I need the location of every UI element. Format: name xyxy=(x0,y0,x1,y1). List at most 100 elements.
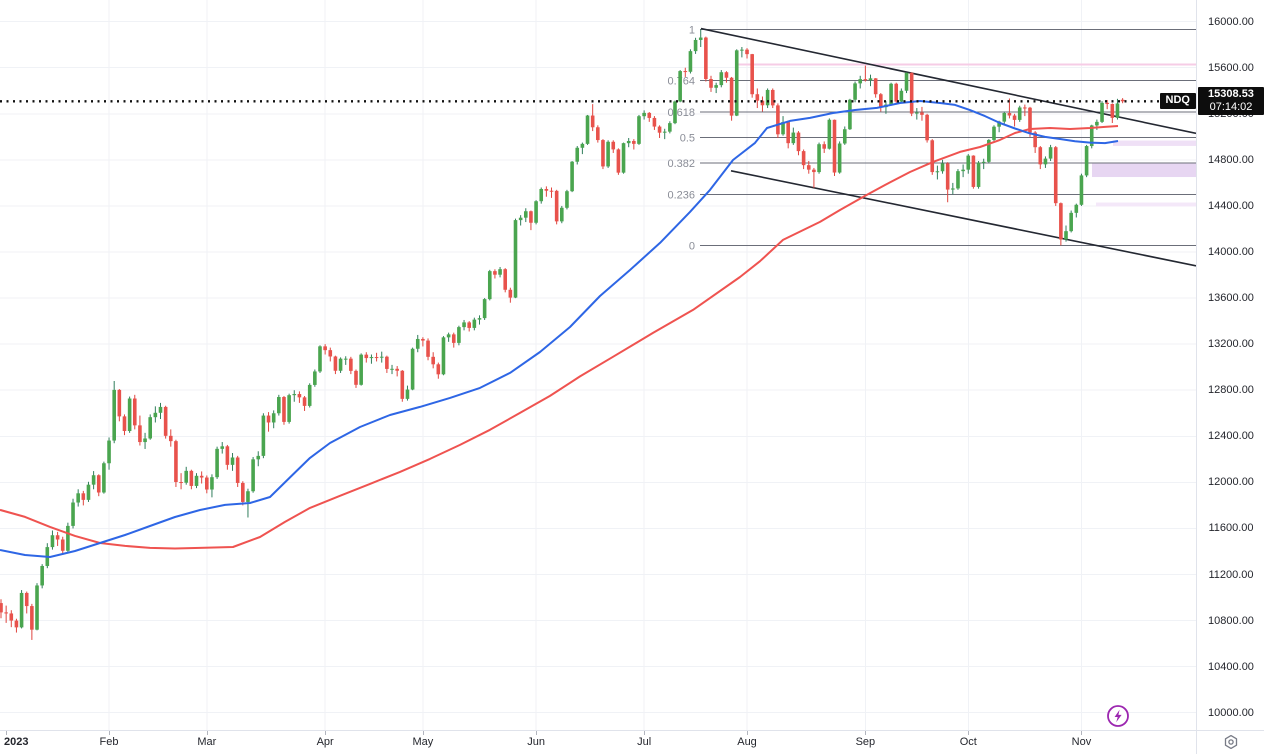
lightning-button[interactable] xyxy=(1107,705,1129,727)
candle-body xyxy=(1105,102,1109,105)
candle-body xyxy=(868,78,873,81)
candle-body xyxy=(740,49,744,51)
candle-body xyxy=(1110,104,1115,118)
candle-body xyxy=(786,122,790,144)
time-axis-tick xyxy=(422,731,424,735)
price-axis-label: 14000.00 xyxy=(1208,246,1254,258)
candle-body xyxy=(400,370,405,399)
candle-body xyxy=(1100,102,1104,122)
candle-body xyxy=(230,457,235,465)
candle-body xyxy=(523,211,528,218)
candle-body xyxy=(487,271,492,300)
time-axis-tick xyxy=(865,731,867,735)
candle-body xyxy=(395,368,399,371)
candle-body xyxy=(858,79,863,84)
candle-body xyxy=(971,155,976,187)
candle-body xyxy=(91,475,96,485)
candle-body xyxy=(1028,107,1032,133)
candle-body xyxy=(647,112,652,118)
candle-body xyxy=(421,338,425,341)
time-axis-label: Oct xyxy=(959,736,977,748)
candle-body xyxy=(1074,204,1079,213)
candle-body xyxy=(1033,132,1037,148)
candle-body xyxy=(390,368,394,370)
gap-zone xyxy=(1092,163,1196,178)
gear-icon[interactable] xyxy=(1220,732,1242,752)
candle-body xyxy=(333,356,338,371)
candle-body xyxy=(745,49,749,55)
fib-level-label: 0.236 xyxy=(667,189,695,201)
candle-body xyxy=(565,191,569,208)
candle-body xyxy=(40,565,44,586)
candle-body xyxy=(19,592,24,628)
price-axis-label: 13600.00 xyxy=(1208,292,1254,305)
candle-body xyxy=(1007,112,1012,116)
candle-body xyxy=(596,127,600,141)
axis-settings-corner[interactable] xyxy=(1196,730,1264,754)
candle-body xyxy=(261,415,266,456)
candle-body xyxy=(981,161,986,163)
candle-body xyxy=(714,85,718,88)
time-axis[interactable]: 2023 Feb Mar Apr May Jun Jul Aug Sep Oct Nov xyxy=(0,730,1264,754)
candle-body xyxy=(498,269,502,275)
candle-body xyxy=(616,149,621,173)
candle-body xyxy=(673,101,677,124)
candle-body xyxy=(179,482,183,484)
candle-body xyxy=(359,354,363,385)
candle-body xyxy=(719,72,724,86)
candle-body xyxy=(503,269,508,290)
candle-body xyxy=(580,143,585,148)
candle-body xyxy=(776,105,780,135)
candle-body xyxy=(35,585,39,630)
candle-body xyxy=(544,189,549,191)
candle-body xyxy=(657,126,662,133)
candle-body xyxy=(662,131,667,133)
candle-body xyxy=(71,502,75,526)
time-axis-label: Mar xyxy=(197,736,217,748)
candle-body xyxy=(86,484,91,500)
candle-body xyxy=(369,357,374,359)
candle-body xyxy=(102,463,106,493)
time-axis-label: Nov xyxy=(1071,736,1092,748)
candle-body xyxy=(431,356,435,365)
candle-body xyxy=(889,83,893,105)
time-axis-label: May xyxy=(412,736,434,748)
candle-body xyxy=(1043,158,1048,165)
candle-body xyxy=(508,289,513,298)
candle-body xyxy=(199,475,204,478)
candle-body xyxy=(1084,146,1089,176)
time-axis-label: Sep xyxy=(855,736,876,748)
candle-body xyxy=(349,358,353,371)
candle-body xyxy=(297,394,302,398)
candle-body xyxy=(1048,147,1053,159)
price-axis[interactable]: 16000.0015600.0015200.0014800.0014400.00… xyxy=(1196,0,1264,730)
candle-body xyxy=(930,140,935,173)
candle-body xyxy=(935,171,940,173)
current-price-value: 15308.53 xyxy=(1208,88,1254,101)
candle-body xyxy=(976,162,981,187)
candle-body xyxy=(575,147,580,162)
candle-body xyxy=(554,190,559,222)
candle-body xyxy=(307,384,312,406)
candle-body xyxy=(920,112,924,115)
candle-body xyxy=(812,169,816,173)
candle-body xyxy=(626,140,631,144)
candle-body xyxy=(122,416,127,431)
candle-body xyxy=(945,163,950,190)
candle-body xyxy=(76,493,80,503)
candle-body xyxy=(652,117,657,127)
ma-slow-red-line xyxy=(0,125,1119,550)
price-axis-label: 16000.00 xyxy=(1208,15,1254,28)
candle-body xyxy=(441,337,446,375)
candle-body xyxy=(909,72,914,114)
candle-body xyxy=(637,116,641,144)
candle-body xyxy=(462,322,466,328)
candle-body xyxy=(724,72,729,78)
candle-body xyxy=(781,122,785,135)
candle-body xyxy=(446,334,451,338)
candle-body xyxy=(966,155,971,170)
candle-body xyxy=(621,143,626,173)
